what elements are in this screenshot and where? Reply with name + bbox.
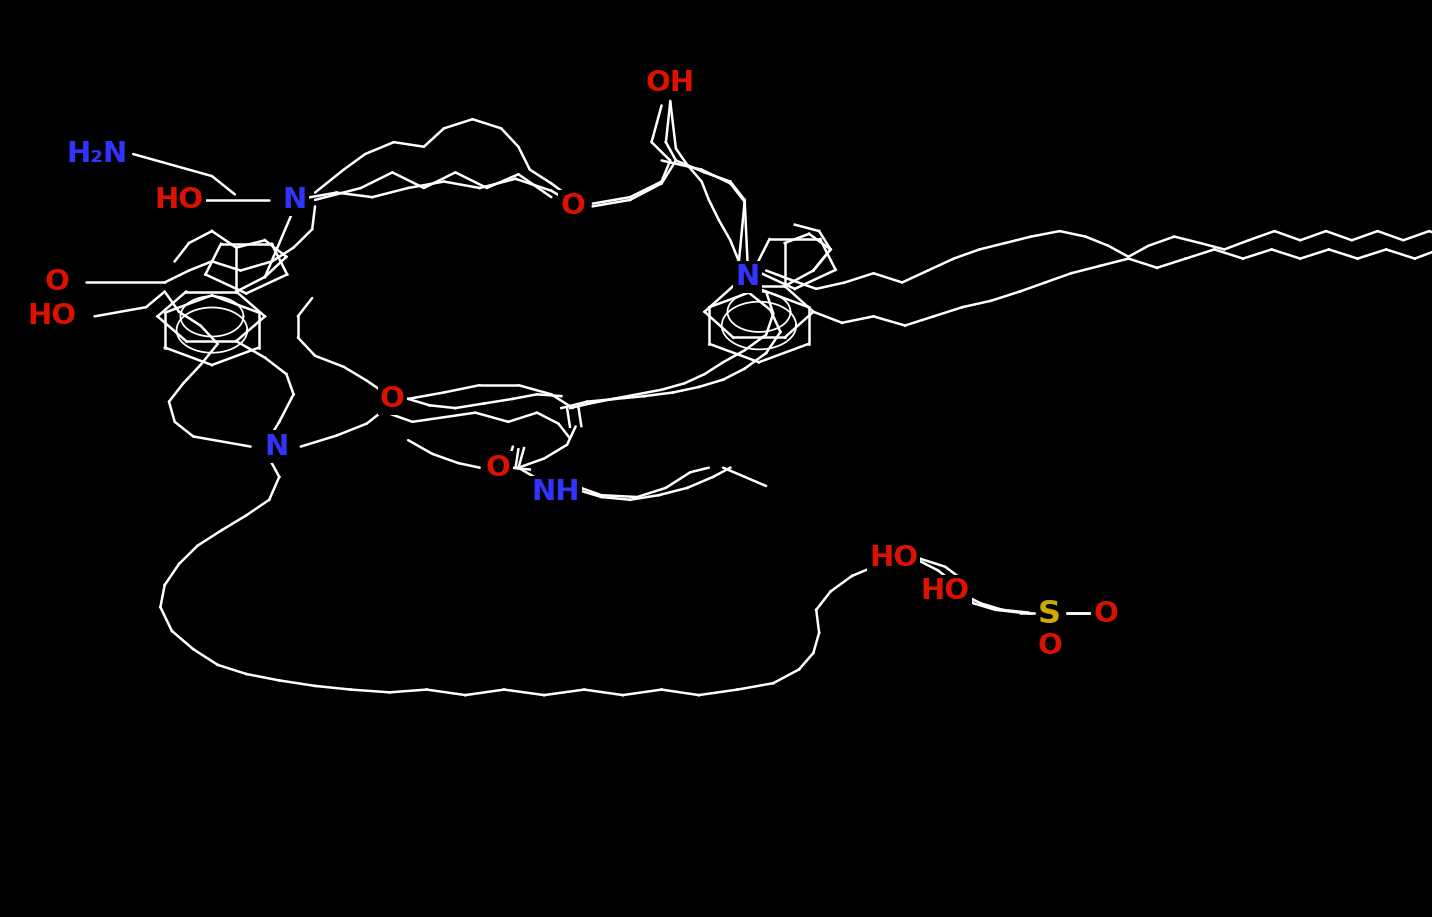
Text: S: S xyxy=(1038,599,1061,630)
Text: O: O xyxy=(1093,601,1118,628)
Text: H₂N: H₂N xyxy=(67,140,127,168)
Text: O: O xyxy=(44,269,70,296)
Text: HO: HO xyxy=(155,186,203,214)
Text: O: O xyxy=(560,193,586,220)
Text: N: N xyxy=(736,263,759,291)
Text: NH: NH xyxy=(531,479,580,506)
Text: O: O xyxy=(1037,633,1063,660)
Text: OH: OH xyxy=(646,69,695,96)
Text: O: O xyxy=(485,454,511,481)
Text: HO: HO xyxy=(921,578,969,605)
Text: HO: HO xyxy=(869,544,918,571)
Text: HO: HO xyxy=(27,303,76,330)
Text: O: O xyxy=(379,385,405,413)
Text: N: N xyxy=(265,433,288,460)
Text: N: N xyxy=(284,186,306,214)
